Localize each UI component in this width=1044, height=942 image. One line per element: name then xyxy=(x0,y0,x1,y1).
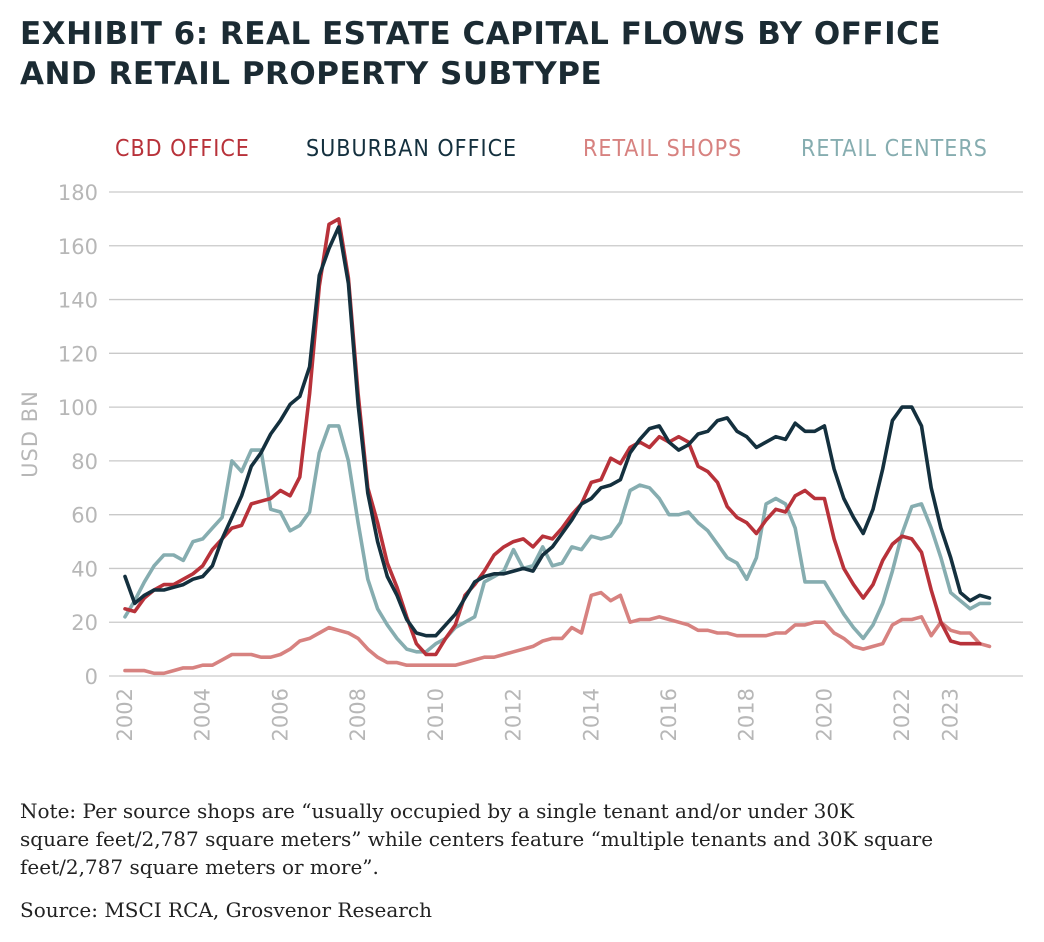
chart-legend: CBD OFFICE SUBURBAN OFFICE RETAIL SHOPS … xyxy=(0,136,1044,166)
x-tick-label: 2023 xyxy=(939,688,963,741)
y-tick-label: 40 xyxy=(71,557,98,581)
y-axis-label: USD BN xyxy=(18,390,42,478)
note-line-3: feet/2,787 square meters or more”. xyxy=(20,855,379,879)
x-tick-label: 2020 xyxy=(812,688,836,741)
x-tick-label: 2010 xyxy=(424,688,448,741)
chart-title-line-2: AND RETAIL PROPERTY SUBTYPE xyxy=(20,56,603,92)
y-tick-label: 140 xyxy=(58,289,98,313)
x-tick-label: 2022 xyxy=(890,688,914,741)
y-tick-label: 20 xyxy=(71,611,98,635)
x-tick-label: 2014 xyxy=(579,688,603,741)
legend-item-suburban-office: SUBURBAN OFFICE xyxy=(306,136,518,162)
legend-item-retail-shops: RETAIL SHOPS xyxy=(583,136,743,162)
line-chart: 0 20 40 60 80 100 120 140 160 180 USD BN 2002 2004 20… xyxy=(18,181,1023,741)
series-line-suburban-office xyxy=(123,225,992,638)
series-line-cbd-office xyxy=(123,217,982,657)
y-tick-label: 120 xyxy=(58,342,98,366)
chart-source: Source: MSCI RCA, Grosvenor Research xyxy=(20,898,432,922)
x-tick-label: 2016 xyxy=(657,688,681,741)
chart-title-line-1: EXHIBIT 6: REAL ESTATE CAPITAL FLOWS BY … xyxy=(20,16,942,52)
series-line-retail-shops xyxy=(123,590,992,676)
y-tick-label: 100 xyxy=(58,396,98,420)
y-tick-label: 80 xyxy=(71,450,98,474)
chart-note: Note: Per source shops are “usually occu… xyxy=(20,797,1030,881)
x-tick-label: 2004 xyxy=(191,688,215,741)
legend-item-cbd-office: CBD OFFICE xyxy=(115,136,250,162)
x-tick-label: 2018 xyxy=(735,688,759,741)
x-tick-label: 2006 xyxy=(268,688,292,741)
y-tick-label: 60 xyxy=(71,504,98,528)
chart-title: EXHIBIT 6: REAL ESTATE CAPITAL FLOWS BY … xyxy=(20,14,1020,94)
note-line-2: square feet/2,787 square meters” while c… xyxy=(20,827,934,851)
note-line-1: Note: Per source shops are “usually occu… xyxy=(20,799,855,823)
legend-item-retail-centers: RETAIL CENTERS xyxy=(801,136,988,162)
x-tick-label: 2002 xyxy=(113,688,137,741)
y-tick-label: 0 xyxy=(85,665,98,689)
y-tick-label: 180 xyxy=(58,181,98,205)
y-tick-label: 160 xyxy=(58,235,98,259)
x-tick-label: 2012 xyxy=(502,688,526,741)
x-tick-label: 2008 xyxy=(346,688,370,741)
